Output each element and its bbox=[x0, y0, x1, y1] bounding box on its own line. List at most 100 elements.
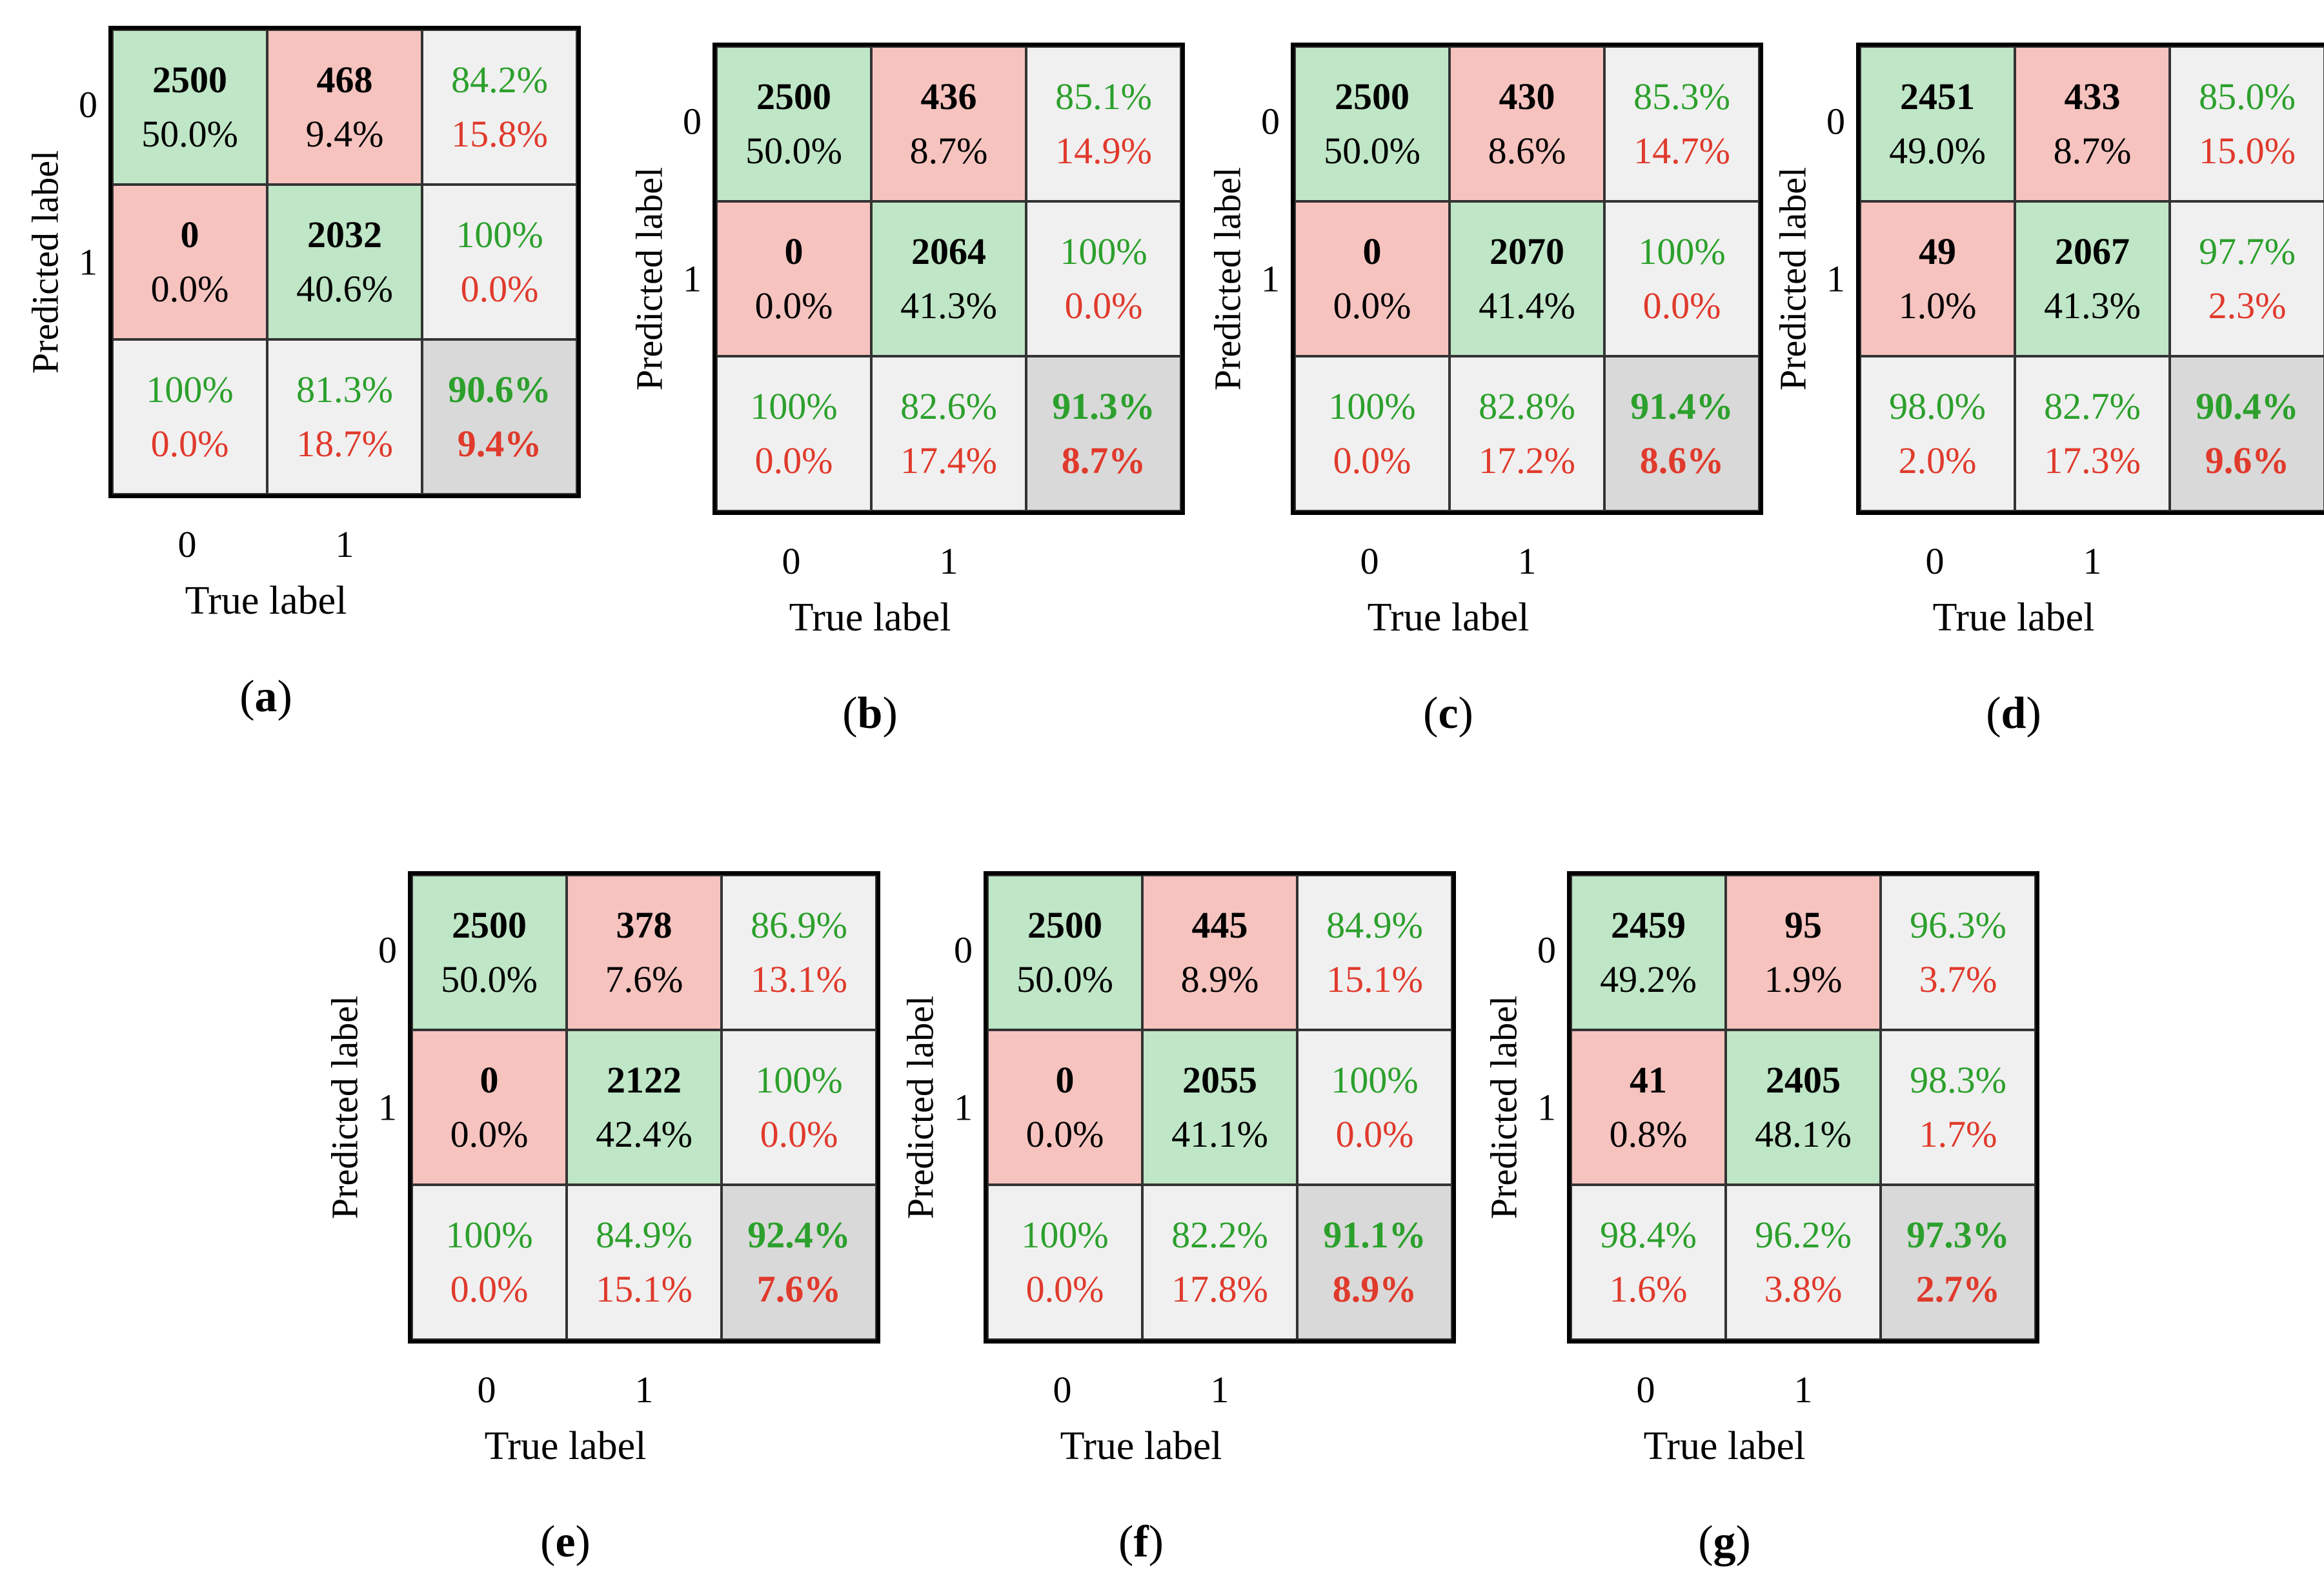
column-summary-cell-1: 96.2% 3.8% bbox=[1726, 1185, 1881, 1340]
cell-count: 49 bbox=[1919, 230, 1956, 272]
caption-letter: d bbox=[2001, 689, 2026, 738]
column-recall: 98.4% bbox=[1600, 1214, 1697, 1256]
panel-caption: (f) bbox=[1118, 1517, 1164, 1567]
caption-letter: f bbox=[1133, 1517, 1149, 1567]
cell-count: 2070 bbox=[1490, 230, 1564, 272]
confusion-matrix-panel-a: 2500 50.0% 468 9.4% 84.2% 15.8% 0 0.0% 2032 40.6%… bbox=[3, 26, 583, 736]
overall-summary-cell: 91.3% 8.7% bbox=[1026, 356, 1181, 511]
column-error: 18.7% bbox=[296, 423, 393, 465]
overall-accuracy: 97.3% bbox=[1906, 1214, 2010, 1256]
column-summary-cell-0: 98.0% 2.0% bbox=[1860, 356, 2015, 511]
matrix-cell-0-0: 2500 50.0% bbox=[112, 30, 267, 185]
row-error: 2.3% bbox=[2208, 285, 2287, 327]
y-tick-label: 0 bbox=[79, 83, 97, 126]
row-error: 15.0% bbox=[2199, 130, 2296, 172]
matrix-cell-1-1: 2055 41.1% bbox=[1142, 1030, 1297, 1185]
cell-count: 2405 bbox=[1766, 1059, 1841, 1101]
cell-count: 445 bbox=[1191, 904, 1248, 946]
row-error: 15.8% bbox=[451, 113, 548, 155]
row-error: 15.1% bbox=[1326, 958, 1423, 1000]
overall-error: 8.9% bbox=[1332, 1268, 1417, 1310]
matrix-cell-0-0: 2459 49.2% bbox=[1571, 875, 1726, 1030]
cell-count: 2500 bbox=[1335, 76, 1410, 117]
row-precision: 84.2% bbox=[451, 59, 548, 101]
cell-percent: 9.4% bbox=[305, 113, 384, 155]
cell-count: 436 bbox=[920, 76, 977, 117]
cell-percent: 48.1% bbox=[1755, 1113, 1852, 1155]
cell-percent: 1.9% bbox=[1764, 958, 1843, 1000]
cell-count: 2500 bbox=[452, 904, 527, 946]
cell-percent: 50.0% bbox=[441, 958, 538, 1000]
confusion-matrix-grid: 2451 49.0% 433 8.7% 85.0% 15.0% 49 1.0% 2067 41.3… bbox=[1856, 43, 2324, 515]
cell-count: 378 bbox=[616, 904, 672, 946]
panel-caption: (a) bbox=[239, 672, 292, 721]
matrix-cell-1-1: 2032 40.6% bbox=[267, 185, 422, 339]
confusion-matrix-grid: 2459 49.2% 95 1.9% 96.3% 3.7% 41 0.8% 2405 48.1% 9… bbox=[1567, 871, 2039, 1344]
overall-accuracy: 91.3% bbox=[1052, 385, 1155, 427]
matrix-cell-0-1: 468 9.4% bbox=[267, 30, 422, 185]
x-tick-label: 0 bbox=[1053, 1369, 1072, 1411]
row-precision: 100% bbox=[1331, 1059, 1419, 1101]
panel-caption: (c) bbox=[1423, 689, 1473, 738]
overall-summary-cell: 97.3% 2.7% bbox=[1881, 1185, 2036, 1340]
column-summary-cell-0: 100% 0.0% bbox=[716, 356, 871, 511]
row-error: 0.0% bbox=[460, 268, 539, 310]
matrix-cell-0-1: 436 8.7% bbox=[871, 46, 1026, 201]
cell-count: 468 bbox=[316, 59, 373, 101]
x-axis-label: True label bbox=[484, 1424, 647, 1468]
cell-percent: 49.0% bbox=[1889, 130, 1986, 172]
panel-caption: (e) bbox=[540, 1517, 591, 1567]
row-summary-cell-1: 97.7% 2.3% bbox=[2170, 201, 2324, 356]
cell-percent: 50.0% bbox=[1324, 130, 1420, 172]
cell-count: 433 bbox=[2064, 76, 2121, 117]
caption-letter: g bbox=[1713, 1517, 1736, 1567]
row-error: 0.0% bbox=[1642, 285, 1721, 327]
cell-count: 2500 bbox=[756, 76, 831, 117]
matrix-cell-0-0: 2500 50.0% bbox=[987, 875, 1142, 1030]
row-precision: 85.0% bbox=[2199, 76, 2296, 117]
confusion-matrix-grid: 2500 50.0% 445 8.9% 84.9% 15.1% 0 0.0% 2055 41.1%… bbox=[984, 871, 1456, 1344]
x-axis-label: True label bbox=[1060, 1424, 1222, 1468]
cell-percent: 0.0% bbox=[450, 1113, 529, 1155]
cell-count: 2500 bbox=[152, 59, 227, 101]
caption-letter: e bbox=[555, 1517, 576, 1567]
y-tick-label: 1 bbox=[79, 241, 97, 283]
row-error: 3.7% bbox=[1919, 958, 1997, 1000]
x-axis-label: True label bbox=[1367, 596, 1530, 639]
y-tick-label: 0 bbox=[1826, 100, 1845, 143]
column-recall: 81.3% bbox=[296, 368, 393, 410]
row-error: 14.9% bbox=[1055, 130, 1152, 172]
column-summary-cell-0: 100% 0.0% bbox=[412, 1185, 567, 1340]
cell-count: 2055 bbox=[1182, 1059, 1257, 1101]
cell-percent: 41.3% bbox=[900, 285, 997, 327]
x-axis-label: True label bbox=[789, 596, 951, 639]
x-tick-label: 0 bbox=[477, 1369, 496, 1411]
x-tick-label: 0 bbox=[177, 523, 197, 565]
cell-percent: 41.4% bbox=[1479, 285, 1575, 327]
row-summary-cell-0: 85.1% 14.9% bbox=[1026, 46, 1181, 201]
x-tick-label: 1 bbox=[2083, 540, 2102, 582]
cell-count: 0 bbox=[784, 230, 803, 272]
confusion-matrix-grid: 2500 50.0% 378 7.6% 86.9% 13.1% 0 0.0% 2122 42.4%… bbox=[408, 871, 880, 1344]
row-precision: 100% bbox=[755, 1059, 843, 1101]
y-tick-label: 1 bbox=[1537, 1086, 1556, 1129]
cell-percent: 8.7% bbox=[909, 130, 988, 172]
confusion-matrix-panel-e: 2500 50.0% 378 7.6% 86.9% 13.1% 0 0.0% 2122 42.4%… bbox=[302, 871, 883, 1581]
row-summary-cell-1: 100% 0.0% bbox=[1297, 1030, 1452, 1185]
cell-percent: 50.0% bbox=[745, 130, 842, 172]
caption-letter: c bbox=[1438, 689, 1459, 738]
row-summary-cell-1: 100% 0.0% bbox=[1026, 201, 1181, 356]
matrix-cell-1-1: 2405 48.1% bbox=[1726, 1030, 1881, 1185]
column-summary-cell-1: 82.8% 17.2% bbox=[1450, 356, 1604, 511]
overall-accuracy: 90.4% bbox=[2196, 385, 2299, 427]
row-error: 0.0% bbox=[1335, 1113, 1414, 1155]
column-summary-cell-0: 98.4% 1.6% bbox=[1571, 1185, 1726, 1340]
column-error: 17.8% bbox=[1171, 1268, 1268, 1310]
cell-percent: 8.9% bbox=[1180, 958, 1259, 1000]
column-recall: 82.2% bbox=[1171, 1214, 1268, 1256]
cell-count: 2459 bbox=[1611, 904, 1686, 946]
overall-summary-cell: 91.4% 8.6% bbox=[1604, 356, 1759, 511]
confusion-matrix-panel-f: 2500 50.0% 445 8.9% 84.9% 15.1% 0 0.0% 2055 41.1%… bbox=[878, 871, 1459, 1581]
row-summary-cell-1: 98.3% 1.7% bbox=[1881, 1030, 2036, 1185]
row-error: 0.0% bbox=[760, 1113, 838, 1155]
